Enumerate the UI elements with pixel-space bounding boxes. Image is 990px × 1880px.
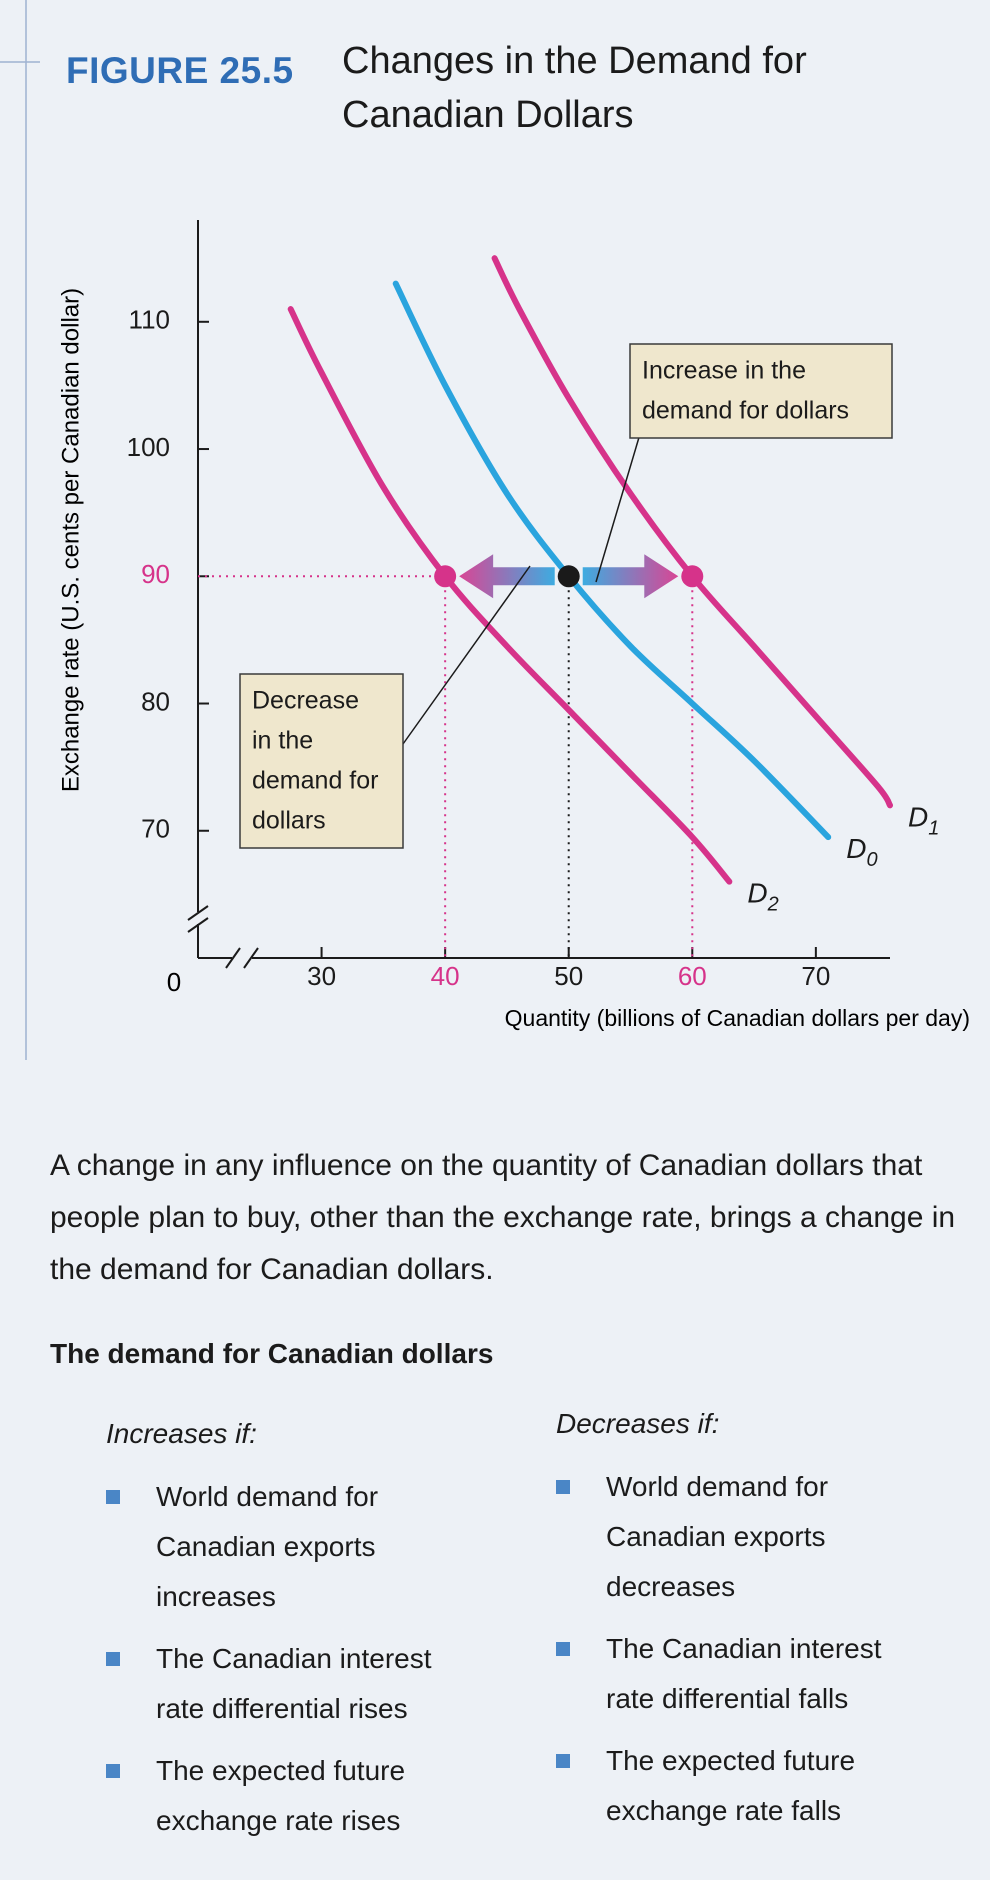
annotation-text: demand for dollars [642,397,849,425]
curve-label-letter: D [846,834,866,865]
axis-break [225,947,241,969]
annotation-text: Decrease [252,687,359,715]
axis-break [187,905,209,921]
summary-column: Decreases if: World demand for Canadian e… [556,1408,956,1848]
equilibrium-point [557,565,580,588]
x-tick-label: 60 [678,961,707,991]
y-tick-label: 100 [127,432,170,462]
figure-label: FIGURE 25.5 [66,50,294,91]
bullet-item: The Canadian interest rate differential … [106,1634,486,1734]
bullet-item: The expected future exchange rate rises [106,1746,486,1846]
bullet-item: World demand for Canadian exports decrea… [556,1462,936,1612]
curve-label-sub: 2 [767,894,779,916]
summary-heading: The demand for Canadian dollars [50,1338,494,1369]
curve-label-letter: D [747,878,767,909]
curve-label: D1 [908,802,939,840]
axis-break [243,947,259,969]
annotation-box [629,343,893,439]
y-tick-label: 110 [129,305,170,335]
x-tick-label: 30 [307,961,336,991]
column-heading: Increases if: [106,1418,257,1449]
x-tick-label: 40 [431,961,460,991]
shift-arrow [459,554,555,599]
curve-label-sub: 1 [928,818,939,840]
equilibrium-point [434,565,457,588]
annotation-text: Increase in the [642,357,806,385]
annotation-leader [595,433,641,583]
bullet-item: World demand for Canadian exports increa… [106,1472,486,1622]
curve-label-letter: D [908,802,928,833]
y-axis-label: Exchange rate (U.S. cents per Canadian d… [57,288,84,792]
summary-column: Increases if: World demand for Canadian e… [106,1418,506,1858]
annotation-text: dollars [252,807,326,835]
y-tick-label: 70 [141,814,170,844]
y-tick-label: 90 [141,559,170,589]
caption: A change in any influence on the quantit… [50,1149,956,1286]
demand-curve [491,255,893,809]
origin-label: 0 [167,967,181,997]
chart: Exchange rate (U.S. cents per Canadian d… [0,0,970,1060]
shift-arrow [582,554,679,599]
curve-label: D0 [846,834,877,872]
curve-label: D2 [747,878,778,916]
equilibrium-point [681,565,704,588]
column-heading: Decreases if: [556,1408,720,1439]
axis-break [187,917,209,933]
y-tick-label: 80 [141,686,170,716]
demand-curve [287,306,733,885]
annotation-box [239,673,404,849]
x-axis-label: Quantity (billions of Canadian dollars p… [505,1005,970,1031]
x-tick-label: 50 [554,961,583,991]
curve-label-sub: 0 [866,849,877,871]
chart-title: Changes in the Demand for Canadian Dolla… [342,40,807,136]
bullet-item: The expected future exchange rate falls [556,1736,936,1836]
annotation-leader [402,565,531,745]
annotation-text: demand for [252,767,378,795]
x-tick-label: 70 [801,961,830,991]
annotation-text: in the [252,727,313,755]
bullet-item: The Canadian interest rate differential … [556,1624,936,1724]
demand-curve [392,280,832,841]
